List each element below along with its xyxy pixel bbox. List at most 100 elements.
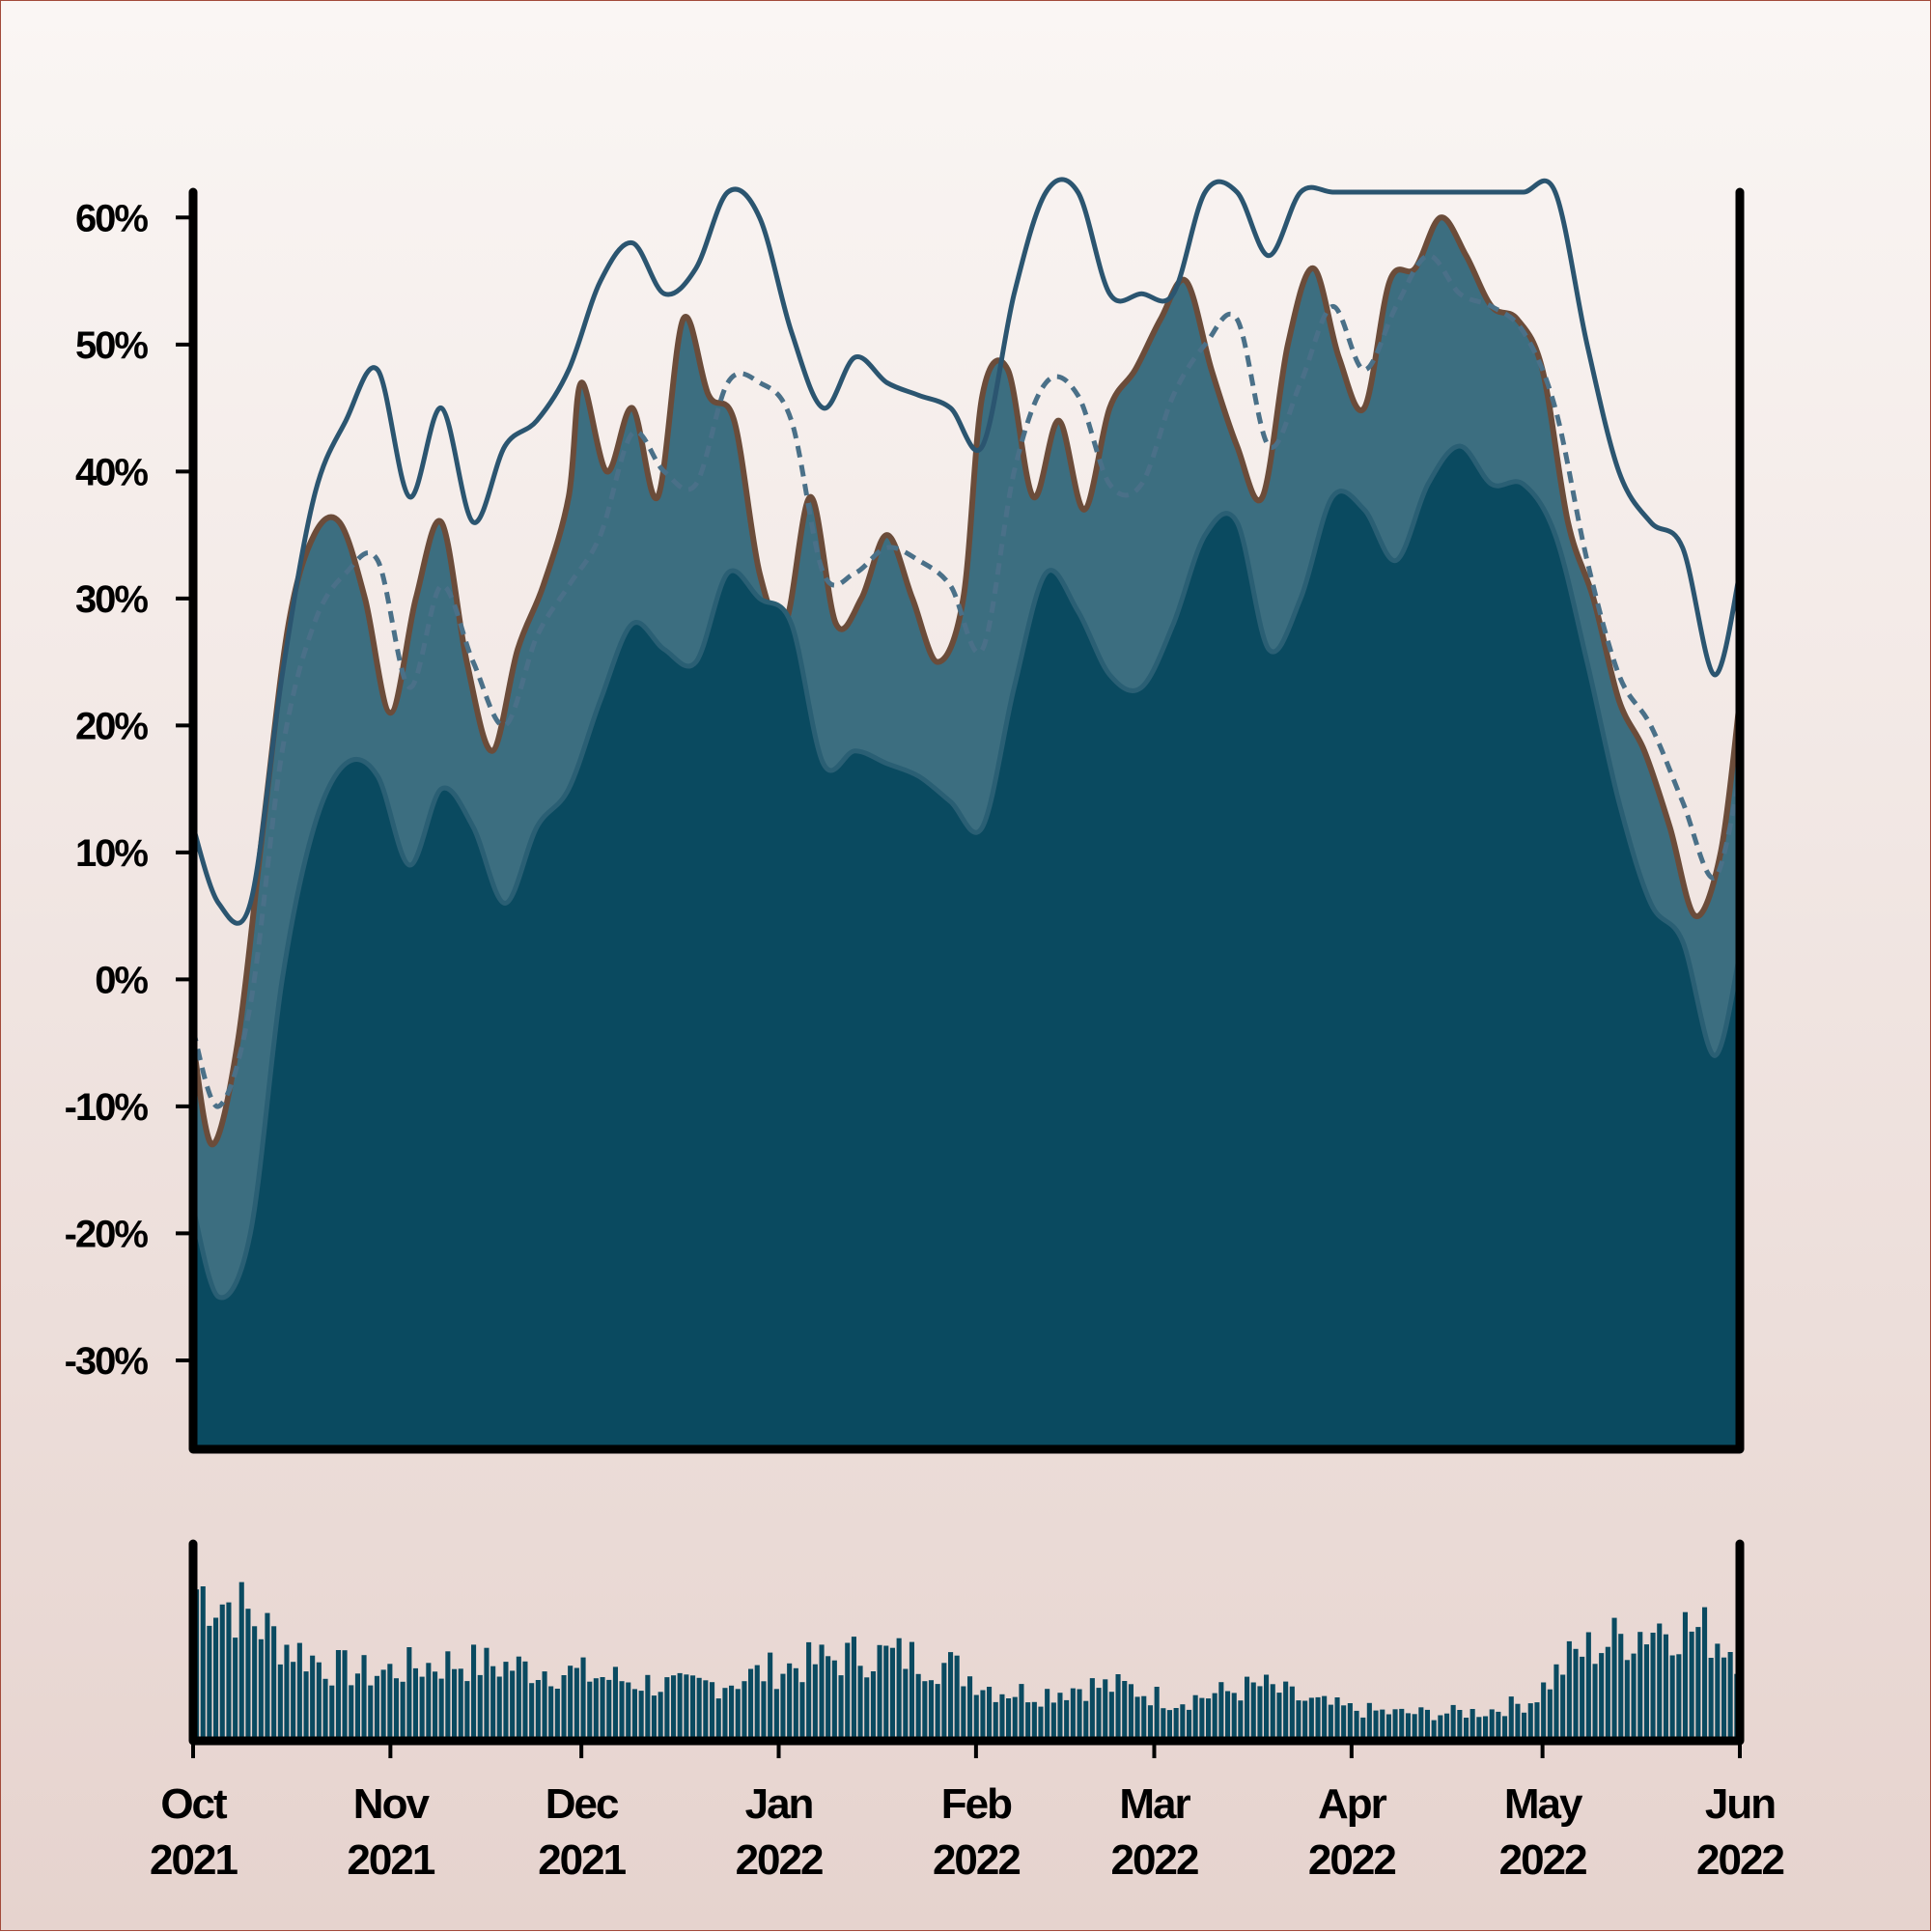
volume-bar: [291, 1662, 296, 1741]
xtick-month-label: Jan: [745, 1780, 813, 1828]
volume-bar: [626, 1682, 631, 1741]
volume-bar: [1315, 1696, 1321, 1741]
volume-bar: [941, 1663, 947, 1741]
volume-bar: [1147, 1705, 1153, 1741]
volume-bar: [1322, 1695, 1328, 1741]
volume-bar: [1031, 1701, 1037, 1741]
volume-bar: [219, 1604, 225, 1741]
xtick-year-label: 2022: [933, 1836, 1020, 1884]
volume-bar: [1302, 1700, 1308, 1741]
xtick-month-label: Nov: [353, 1780, 431, 1828]
ytick-label: -10%: [65, 1086, 149, 1129]
volume-bar: [935, 1684, 940, 1741]
volume-bar: [226, 1602, 232, 1741]
volume-bar: [316, 1662, 322, 1741]
volume-bar: [671, 1675, 677, 1741]
volume-bar: [684, 1674, 689, 1741]
volume-bar: [580, 1657, 586, 1741]
volume-bar: [1496, 1711, 1501, 1741]
volume-bar: [1392, 1709, 1398, 1741]
volume-bar: [1019, 1684, 1024, 1741]
volume-bar: [245, 1609, 251, 1741]
volume-bar: [1457, 1710, 1463, 1741]
volume-bar: [1527, 1703, 1533, 1741]
volume-bar: [851, 1637, 856, 1741]
main-frame: [188, 187, 1745, 1454]
ytick-label: -20%: [65, 1213, 149, 1255]
volume-bar: [1128, 1684, 1133, 1741]
volume-bar: [1231, 1693, 1237, 1741]
volume-bar: [696, 1677, 702, 1741]
volume-bar: [1050, 1702, 1056, 1741]
volume-bar: [999, 1694, 1005, 1741]
volume-bar: [310, 1655, 316, 1741]
volume-bar: [1328, 1704, 1333, 1741]
volume-bar: [1560, 1674, 1566, 1741]
volume-bar: [831, 1660, 837, 1741]
volume-bar: [754, 1665, 760, 1741]
xtick-month-label: Feb: [941, 1780, 1012, 1828]
volume-bar: [703, 1680, 709, 1741]
volume-bar: [954, 1655, 960, 1741]
volume-bar: [1192, 1694, 1198, 1741]
volume-bar: [258, 1638, 264, 1741]
xtick-year-label: 2021: [150, 1836, 238, 1884]
volume-bar: [1702, 1607, 1708, 1741]
volume-bar: [471, 1644, 477, 1741]
volume-bar: [799, 1682, 805, 1741]
volume-bar: [877, 1644, 882, 1741]
volume-bar: [1553, 1664, 1559, 1741]
volume-bar: [1347, 1703, 1353, 1741]
volume-bar: [845, 1642, 851, 1741]
volume-bar: [1115, 1674, 1121, 1741]
volume-bar: [342, 1650, 348, 1741]
volume-bar: [1199, 1697, 1205, 1741]
volume-bar: [1238, 1700, 1244, 1741]
volume-bar: [1122, 1681, 1128, 1741]
xtick-month-label: Dec: [546, 1780, 619, 1828]
volume-bar: [522, 1661, 528, 1741]
volume-bar: [1476, 1717, 1482, 1741]
volume-bar: [1077, 1689, 1082, 1741]
volume-bar: [503, 1662, 509, 1741]
ytick-label: 30%: [75, 578, 148, 621]
volume-bar: [1643, 1644, 1649, 1741]
volume-bar: [1334, 1697, 1340, 1741]
volume-bar: [207, 1625, 212, 1741]
volume-bar: [426, 1663, 432, 1741]
axes: 60% 50% 40% 30% 20% 10% 0% -10% -20% -30% Oct 2021 N…: [65, 187, 1785, 1884]
xtick-year-label: 2021: [347, 1836, 434, 1884]
volume-bar: [761, 1681, 767, 1741]
volume-bar: [1431, 1720, 1437, 1741]
volume-bar: [915, 1673, 921, 1741]
volume-bar: [864, 1677, 870, 1741]
volume-bar: [1206, 1698, 1212, 1741]
value-line: [190, 214, 1743, 1148]
volume-bar: [574, 1667, 579, 1741]
volume-bar: [1270, 1684, 1275, 1741]
volume-bar: [1289, 1686, 1295, 1741]
volume-bar: [1380, 1709, 1385, 1741]
volume-bar: [645, 1674, 651, 1741]
volume-bar: [354, 1673, 360, 1741]
xtick-year-label: 2022: [1499, 1836, 1586, 1884]
volume-bar: [516, 1656, 521, 1741]
volume-bar: [600, 1677, 605, 1741]
volume-bar: [1663, 1634, 1668, 1741]
volume-bar: [729, 1685, 735, 1741]
volume-bar: [1064, 1699, 1070, 1741]
volume-bar: [200, 1586, 206, 1741]
volume-bar: [1276, 1693, 1282, 1741]
volume-bar: [1676, 1654, 1682, 1741]
volume-bar: [1057, 1693, 1063, 1741]
volume-bar: [909, 1641, 914, 1741]
volume-bar: [265, 1612, 270, 1741]
volume-bar: [1727, 1652, 1733, 1741]
volume-bar: [374, 1675, 379, 1741]
volume-bar: [1708, 1658, 1714, 1741]
ytick-label: 40%: [75, 451, 148, 493]
volume-bar: [1308, 1697, 1314, 1741]
volume-bar: [433, 1671, 438, 1741]
volume-bar: [1012, 1696, 1018, 1741]
